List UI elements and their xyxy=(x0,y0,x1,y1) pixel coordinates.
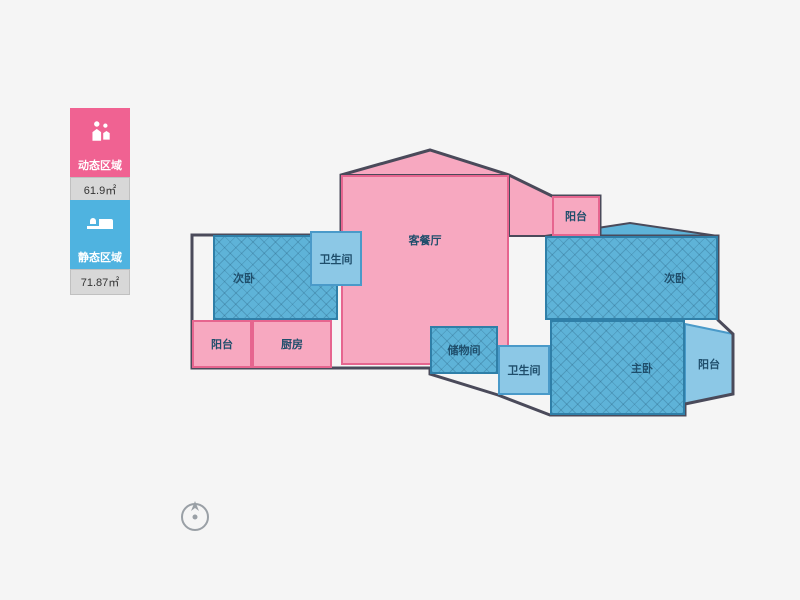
label-bedroom-right: 次卧 xyxy=(664,270,686,286)
label-balcony-right: 阳台 xyxy=(698,356,720,372)
room-bath-lower: 卫生间 xyxy=(498,345,550,395)
room-balcony-upper-right: 阳台 xyxy=(552,196,600,236)
legend-static-label: 静态区域 xyxy=(70,245,130,269)
legend-static: 静态区域 71.87㎡ xyxy=(70,200,130,295)
label-balcony-ll: 阳台 xyxy=(211,336,233,352)
label-bath-upper: 卫生间 xyxy=(320,251,353,267)
legend-static-value: 71.87㎡ xyxy=(70,269,130,295)
legend-dynamic-label: 动态区域 xyxy=(70,153,130,177)
room-kitchen: 厨房 xyxy=(252,320,332,368)
compass-icon xyxy=(175,495,215,535)
room-balcony-ll: 阳台 xyxy=(192,320,252,368)
room-bath-upper: 卫生间 xyxy=(310,231,362,286)
label-bedroom-left: 次卧 xyxy=(233,270,255,286)
people-icon xyxy=(70,108,130,153)
label-master: 主卧 xyxy=(631,360,653,376)
floorplan-canvas: 动态区域 61.9㎡ 静态区域 71.87㎡ 客餐厅 次卧 卫生间 阳台 次卧 xyxy=(0,0,800,600)
label-storage: 储物间 xyxy=(448,342,481,358)
label-living-dining: 客餐厅 xyxy=(409,232,442,248)
label-kitchen: 厨房 xyxy=(281,336,303,352)
legend-dynamic: 动态区域 61.9㎡ xyxy=(70,108,130,203)
bed-icon xyxy=(70,200,130,245)
room-bedroom-master: 主卧 xyxy=(550,320,685,415)
room-balcony-right: 阳台 xyxy=(685,324,733,404)
label-balcony-ur: 阳台 xyxy=(565,208,587,224)
room-bedroom-right: 次卧 xyxy=(545,236,718,320)
label-bath-lower: 卫生间 xyxy=(508,362,541,378)
room-storage: 储物间 xyxy=(430,326,498,374)
